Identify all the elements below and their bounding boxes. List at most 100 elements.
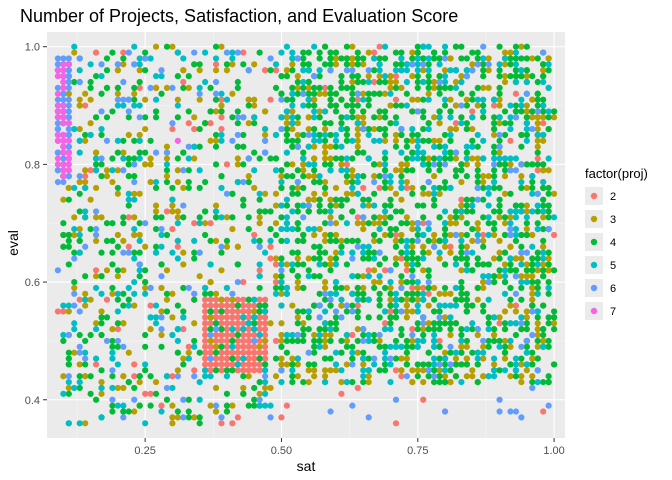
point-proj-4	[240, 202, 247, 209]
point-proj-3	[485, 55, 492, 62]
point-proj-4	[436, 143, 443, 150]
point-proj-2	[223, 361, 231, 368]
point-proj-5	[420, 43, 427, 50]
point-proj-5	[158, 408, 165, 415]
point-proj-2	[218, 349, 225, 356]
point-proj-2	[218, 337, 225, 345]
point-proj-4	[114, 149, 121, 156]
point-proj-3	[496, 237, 503, 244]
point-proj-5	[321, 379, 329, 386]
point-proj-6	[523, 90, 530, 97]
point-proj-3	[523, 226, 530, 233]
point-proj-3	[376, 114, 383, 121]
point-proj-5	[136, 237, 143, 244]
point-proj-2	[354, 214, 361, 221]
point-proj-6	[251, 337, 258, 345]
point-proj-3	[114, 273, 121, 280]
point-proj-4	[103, 84, 111, 91]
point-proj-4	[109, 343, 116, 350]
point-proj-6	[98, 155, 105, 162]
point-proj-4	[387, 214, 394, 221]
point-proj-3	[501, 61, 509, 68]
point-proj-5	[218, 90, 225, 97]
point-proj-5	[283, 214, 291, 221]
point-proj-4	[305, 61, 312, 68]
point-proj-6	[529, 331, 536, 339]
point-proj-4	[283, 131, 291, 139]
point-proj-3	[491, 231, 498, 239]
point-proj-5	[512, 78, 520, 86]
point-proj-4	[283, 349, 291, 356]
point-proj-3	[283, 67, 291, 74]
point-proj-3	[501, 220, 509, 227]
point-proj-2	[223, 331, 231, 339]
point-proj-5	[447, 67, 454, 74]
point-proj-5	[474, 349, 481, 356]
point-proj-4	[289, 337, 296, 345]
legend-item-3: 3	[585, 210, 616, 228]
point-proj-3	[436, 255, 443, 262]
point-proj-4	[376, 261, 383, 268]
point-proj-3	[491, 331, 498, 339]
point-proj-4	[534, 314, 541, 321]
point-proj-3	[431, 114, 438, 121]
x-tick-label: 0.25	[134, 445, 155, 457]
point-proj-4	[349, 96, 356, 103]
point-proj-4	[343, 308, 350, 315]
point-proj-2	[240, 331, 247, 339]
point-proj-5	[278, 261, 285, 268]
point-proj-4	[534, 220, 541, 227]
point-proj-5	[152, 96, 160, 103]
point-proj-4	[409, 131, 416, 139]
point-proj-4	[392, 49, 400, 56]
point-proj-4	[338, 114, 345, 121]
point-proj-4	[534, 90, 541, 97]
point-proj-3	[360, 273, 367, 280]
point-proj-5	[501, 273, 509, 280]
point-proj-5	[82, 184, 89, 192]
point-proj-3	[245, 373, 252, 380]
point-proj-3	[327, 214, 334, 221]
point-proj-4	[523, 114, 530, 121]
point-proj-2	[251, 355, 258, 362]
point-proj-6	[512, 290, 520, 297]
point-proj-6	[82, 355, 89, 362]
point-proj-4	[131, 155, 138, 162]
point-proj-6	[174, 373, 181, 380]
point-proj-3	[218, 102, 225, 109]
point-proj-5	[365, 337, 372, 345]
point-proj-5	[136, 155, 143, 162]
point-proj-4	[420, 155, 427, 162]
point-proj-4	[534, 149, 541, 156]
point-proj-4	[278, 214, 285, 221]
point-proj-4	[360, 255, 367, 262]
point-proj-4	[76, 237, 83, 244]
point-proj-3	[82, 90, 89, 97]
point-proj-2	[251, 331, 258, 339]
point-proj-6	[294, 331, 301, 339]
point-proj-4	[196, 420, 203, 427]
point-proj-6	[223, 190, 231, 197]
point-proj-4	[311, 273, 318, 280]
point-proj-3	[392, 237, 400, 244]
point-proj-2	[245, 343, 252, 350]
point-proj-4	[507, 55, 514, 62]
point-proj-5	[251, 167, 258, 174]
point-proj-3	[441, 314, 449, 321]
point-proj-3	[534, 331, 541, 339]
point-proj-4	[300, 84, 307, 91]
point-proj-6	[518, 320, 525, 327]
point-proj-4	[463, 231, 470, 239]
point-proj-4	[327, 61, 334, 68]
point-proj-2	[169, 125, 176, 133]
point-proj-4	[371, 161, 378, 168]
point-proj-4	[234, 331, 241, 339]
point-proj-4	[240, 161, 247, 168]
point-proj-4	[545, 190, 552, 197]
point-proj-3	[82, 373, 89, 380]
point-proj-4	[387, 302, 394, 309]
point-proj-4	[174, 73, 181, 80]
point-proj-2	[360, 184, 367, 192]
point-proj-2	[436, 337, 443, 345]
point-proj-5	[409, 261, 416, 268]
